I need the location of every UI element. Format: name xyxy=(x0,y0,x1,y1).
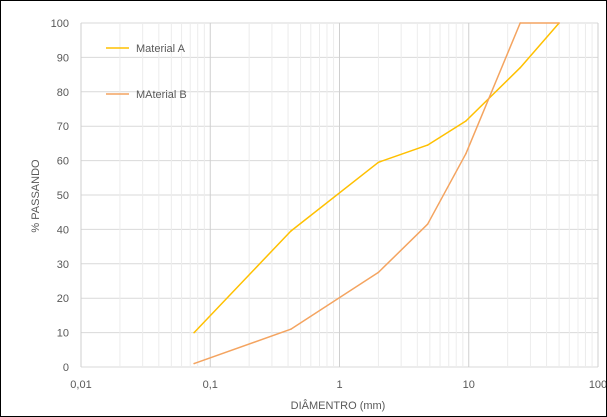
x-axis-tick-labels: 0,01 0,1 1 10 100 xyxy=(70,379,606,391)
y-tick-label: 0 xyxy=(63,362,69,374)
minor-gridlines xyxy=(119,23,593,367)
x-tick-label: 1 xyxy=(336,379,342,391)
data-point xyxy=(465,120,467,122)
y-tick-label: 20 xyxy=(57,293,69,305)
data-point xyxy=(377,271,380,274)
y-tick-label: 40 xyxy=(57,224,69,236)
y-tick-label: 90 xyxy=(57,52,69,64)
y-axis-title: % PASSANDO xyxy=(30,159,42,233)
y-axis-tick-labels: 0 10 20 30 40 50 60 70 80 90 100 xyxy=(51,18,69,374)
x-axis-title: DIÂMENTRO (mm) xyxy=(291,399,386,412)
data-point xyxy=(290,328,292,330)
y-tick-label: 10 xyxy=(57,328,69,340)
data-point xyxy=(426,223,429,226)
data-point xyxy=(558,22,560,24)
data-point xyxy=(193,362,195,365)
x-tick-label: 10 xyxy=(463,379,475,391)
y-tick-label: 80 xyxy=(57,87,69,99)
y-tick-label: 70 xyxy=(57,121,69,133)
data-point xyxy=(519,66,521,69)
data-point xyxy=(426,144,429,146)
x-tick-label: 100 xyxy=(589,379,606,391)
legend-label-material-b: MAterial B xyxy=(136,89,187,101)
x-tick-label: 0,01 xyxy=(70,379,91,391)
data-point xyxy=(290,230,292,232)
y-tick-label: 100 xyxy=(51,18,69,30)
legend-label-material-a: Material A xyxy=(136,43,186,55)
series-layer xyxy=(193,22,560,365)
major-gridlines xyxy=(80,22,599,368)
data-point xyxy=(377,161,380,164)
data-point xyxy=(193,331,195,334)
data-point xyxy=(465,152,467,155)
y-tick-label: 30 xyxy=(57,259,69,271)
legend: Material A MAterial B xyxy=(106,43,187,101)
y-tick-label: 50 xyxy=(57,190,69,202)
x-tick-label: 0,1 xyxy=(203,379,218,391)
y-tick-label: 60 xyxy=(57,156,69,168)
data-point xyxy=(519,22,521,24)
